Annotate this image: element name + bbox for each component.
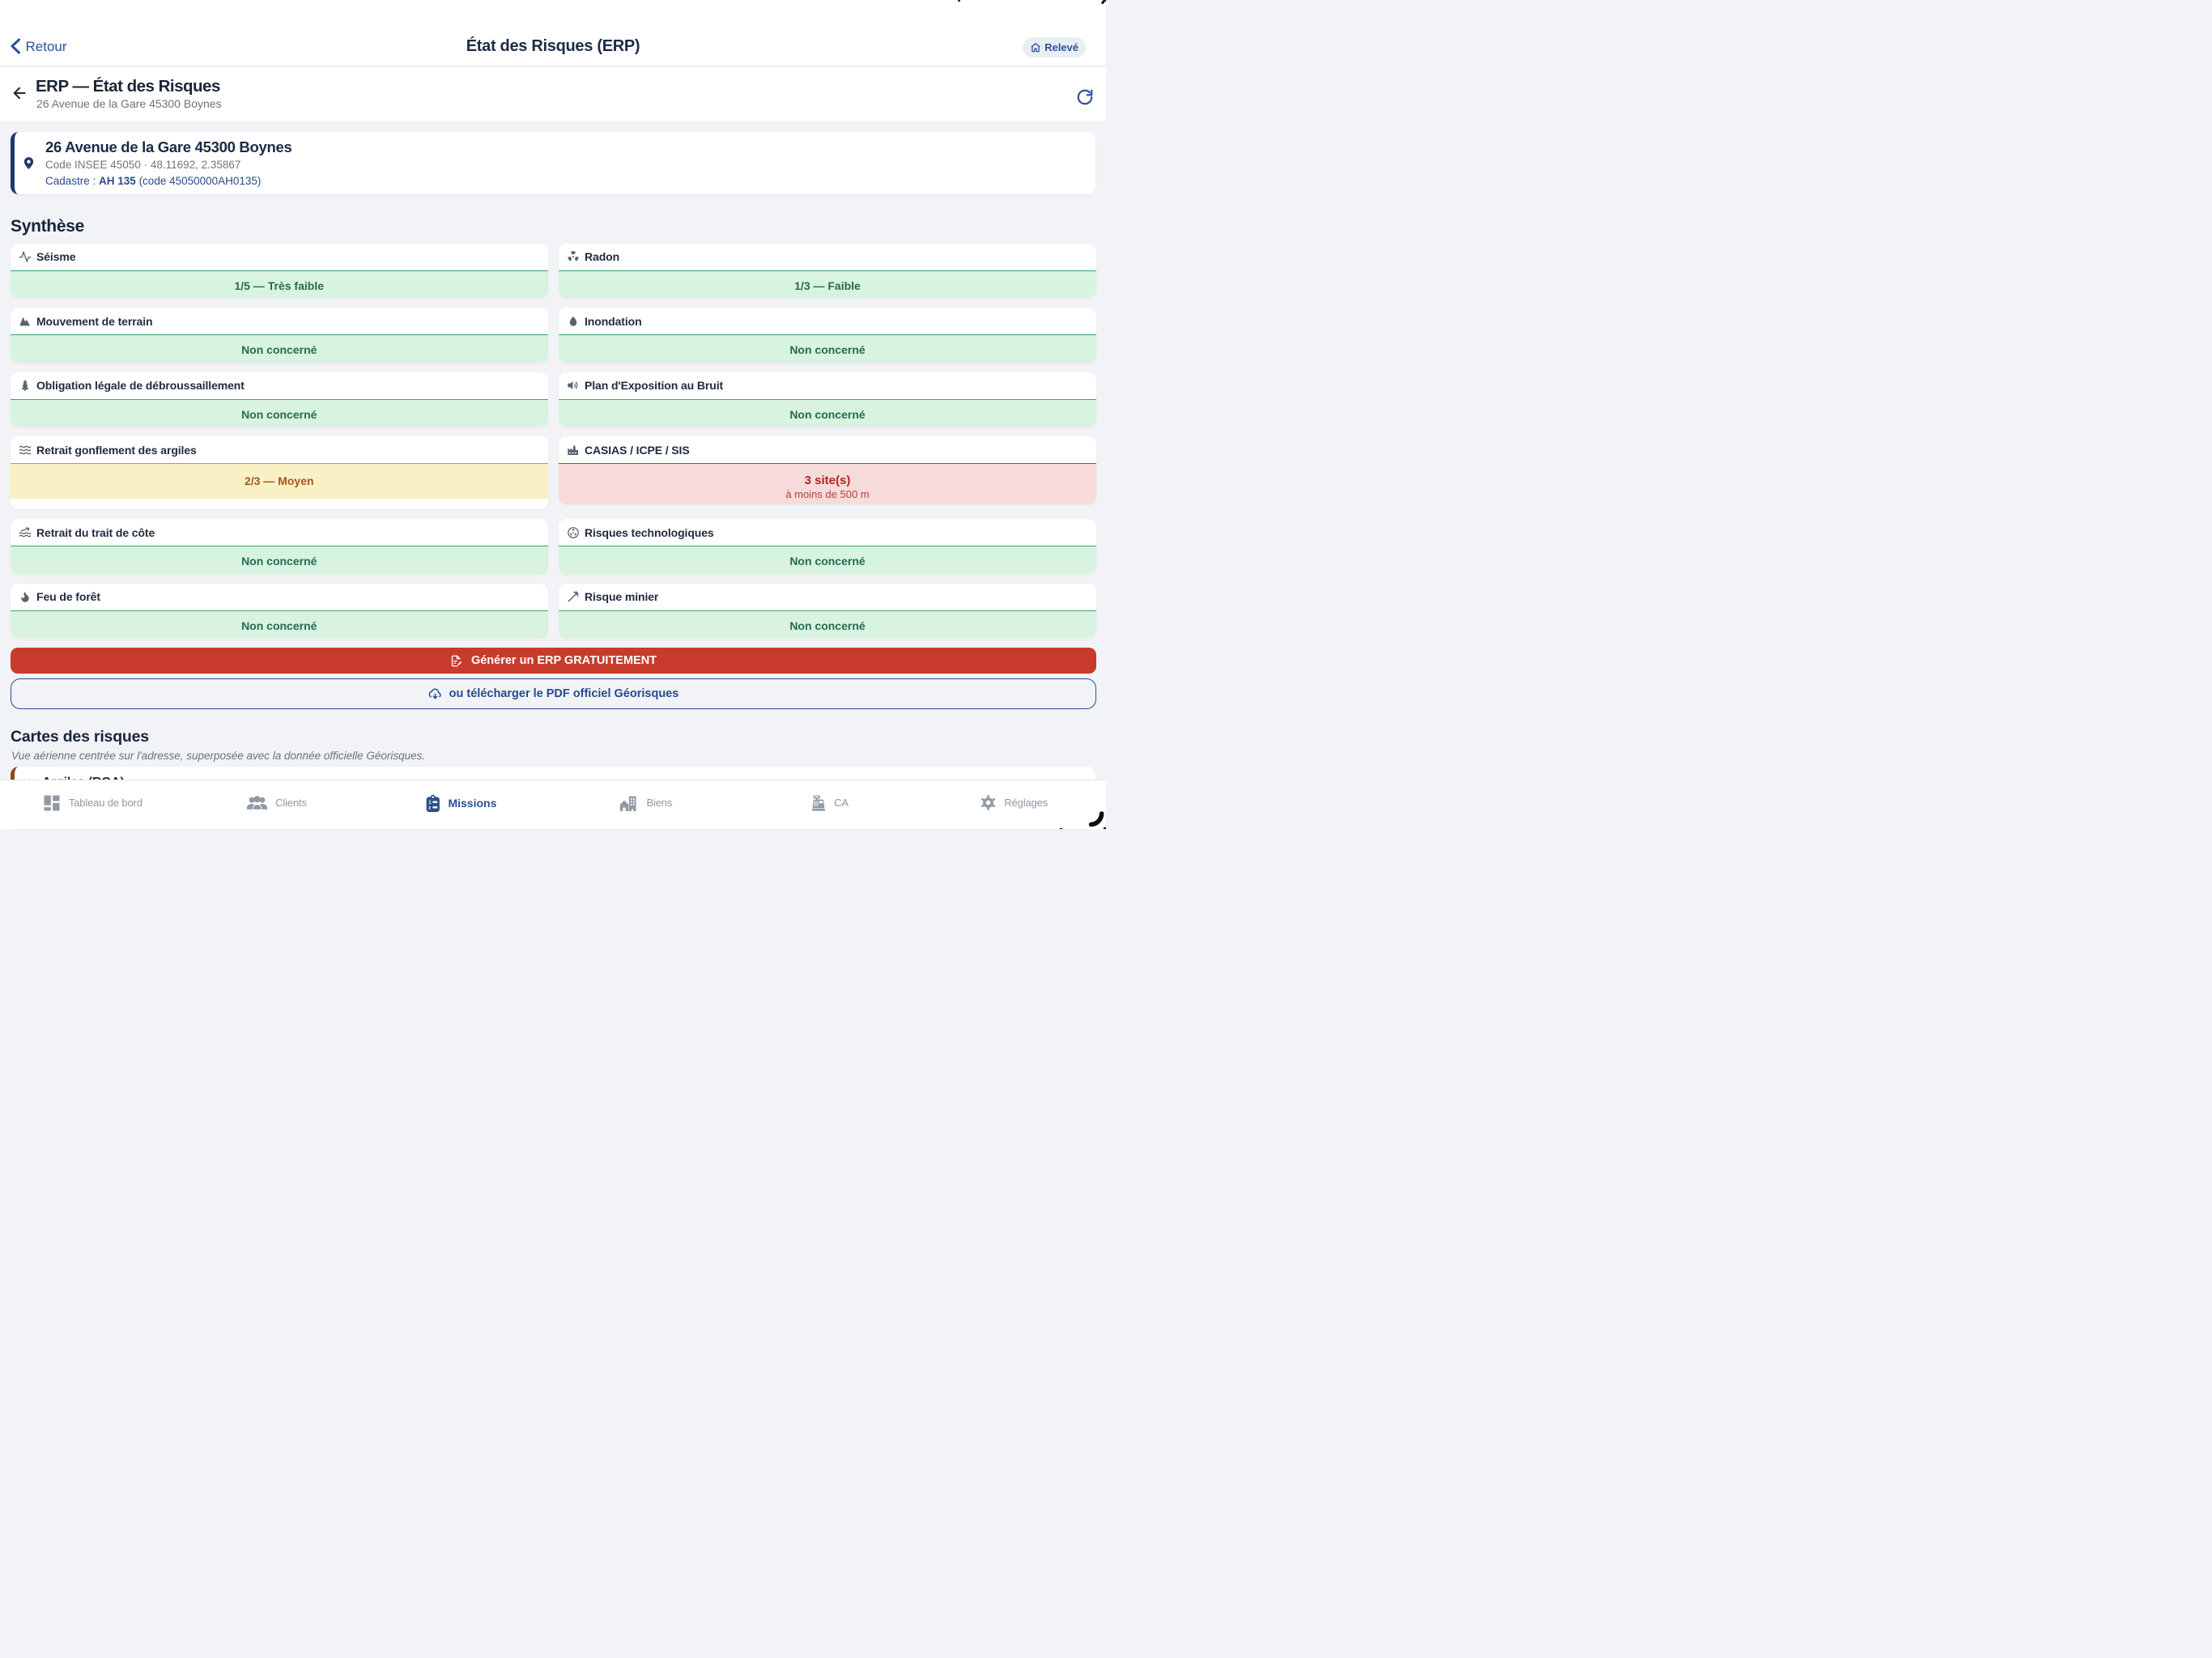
svg-text:1: 1	[428, 799, 432, 805]
svg-text:z: z	[428, 805, 431, 810]
